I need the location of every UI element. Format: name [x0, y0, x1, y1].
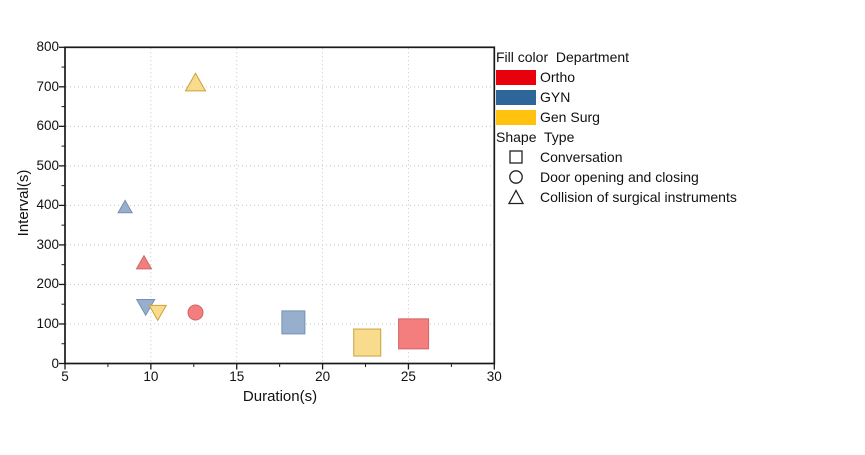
legend-department-row: GYN [496, 87, 816, 107]
legend-color-swatch [496, 89, 536, 105]
y-axis-label: Interval(s) [15, 169, 32, 237]
legend-shape-title: Shape Type [496, 129, 575, 145]
y-tick-label: 300 [36, 236, 59, 252]
x-tick-label: 10 [143, 368, 159, 384]
legend-shape-row: Conversation [496, 147, 816, 167]
marker-gyn-triangle-up [117, 199, 133, 214]
x-tick-label: 25 [400, 368, 416, 384]
triangle-up-icon [496, 187, 536, 207]
marker-ortho-circle [187, 304, 204, 321]
legend-color-title: Fill color Department [496, 49, 630, 65]
x-tick-label: 15 [229, 368, 245, 384]
legend-department-row: Ortho [496, 67, 816, 87]
y-tick-label: 700 [36, 78, 59, 94]
x-axis-label: Duration(s) [242, 388, 318, 405]
marker-ortho-square [398, 318, 430, 350]
y-tick-label: 0 [51, 355, 59, 371]
legend-department-label: GYN [540, 89, 571, 105]
y-tick-label: 100 [36, 315, 59, 331]
marker-gyn-square [281, 310, 306, 335]
y-tick-label: 800 [36, 39, 59, 55]
legend-department-rows: Ortho GYN Gen Surg [496, 67, 816, 127]
legend-shape-row: Door opening and closing [496, 167, 816, 187]
legend-shape-label: Door opening and closing [540, 169, 699, 185]
y-tick-label: 500 [36, 157, 59, 173]
legend-shape-rows: Conversation Door opening and closing Coll… [496, 147, 816, 207]
legend-shape-label: Collision of surgical instruments [540, 189, 737, 205]
y-tick-label: 200 [36, 276, 59, 292]
legend-color-swatch [496, 109, 536, 125]
marker-gensurg-square [353, 328, 382, 357]
legend-shape-row: Collision of surgical instruments [496, 187, 816, 207]
legend-shape-label: Conversation [540, 149, 623, 165]
marker-gensurg-triangle-up [184, 72, 207, 92]
square-icon [496, 147, 536, 167]
legend-color-swatch [496, 69, 536, 85]
plot-border [64, 46, 496, 365]
legend-department-label: Ortho [540, 69, 576, 85]
x-tick-label: 30 [486, 368, 502, 384]
x-tick-label: 5 [61, 368, 69, 384]
y-tick-label: 600 [36, 118, 59, 134]
circle-icon [496, 167, 536, 187]
legend-department-row: Gen Surg [496, 107, 816, 127]
legend-department-label: Gen Surg [540, 109, 600, 125]
x-tick-label: 20 [315, 368, 331, 384]
legend: Fill color Department Ortho GYN Gen Surg S… [496, 47, 816, 207]
marker-gensurg-triangle-down [148, 304, 168, 322]
y-tick-label: 400 [36, 197, 59, 213]
marker-ortho-triangle-up [135, 254, 153, 270]
